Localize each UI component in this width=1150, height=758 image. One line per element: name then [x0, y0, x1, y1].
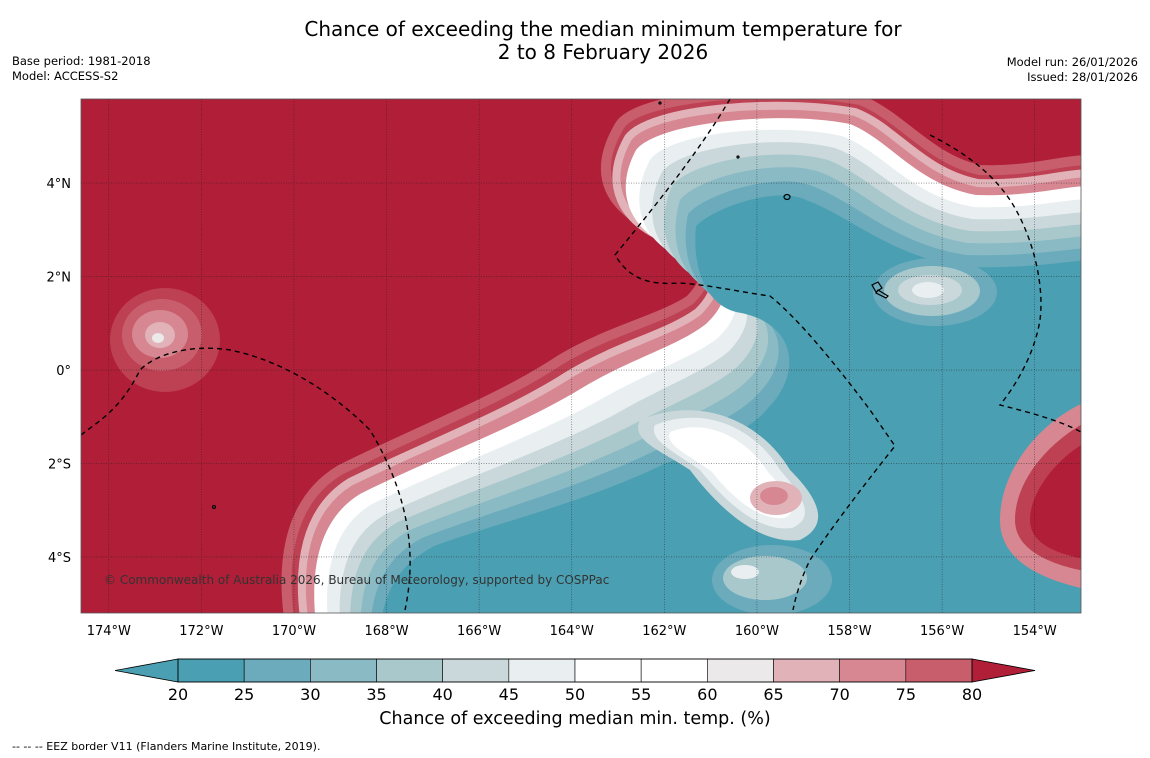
longitude-label: 162°W: [642, 624, 686, 639]
eez-footnote: -- -- -- EEZ border V11 (Flanders Marine…: [12, 740, 321, 753]
colorbar-tick-label: 75: [896, 685, 916, 704]
longitude-label: 158°W: [827, 624, 871, 639]
colorbar-segment: [905, 658, 973, 683]
copyright-text: © Commonwealth of Australia 2026, Bureau…: [104, 573, 609, 587]
latitude-label: 0°: [56, 364, 71, 379]
colorbar-segment: [442, 658, 510, 683]
eez-borders: [81, 99, 1081, 611]
colorbar-tick-label: 45: [499, 685, 519, 704]
gridlines: [81, 99, 1081, 613]
western-pink-blob: [110, 288, 220, 392]
colorbar-tick-label: 60: [697, 685, 717, 704]
northeast-red: [910, 99, 1081, 152]
colorbar-tick-label: 55: [631, 685, 651, 704]
colorbar-tick-label: 20: [168, 685, 188, 704]
longitude-label: 164°W: [550, 624, 594, 639]
longitude-label: 170°W: [272, 624, 316, 639]
colorbar-extend-low: [114, 658, 179, 683]
warm-tongue-region: [638, 410, 819, 541]
latitude-label: 2°N: [47, 271, 72, 286]
title-line-1: Chance of exceeding the median minimum t…: [304, 17, 902, 41]
longitude-label: 166°W: [457, 624, 501, 639]
longitude-label: 168°W: [364, 624, 408, 639]
issued-text: Issued: 28/01/2026: [1027, 70, 1138, 84]
longitude-label: 160°W: [735, 624, 779, 639]
model-text: Model: ACCESS-S2: [12, 69, 119, 83]
islands: [211, 101, 889, 510]
colorbar-tick-label: 70: [829, 685, 849, 704]
colorbar-tick-label: 40: [432, 685, 452, 704]
latitude-labels: 4°N 2°N 0° 2°S 4°S: [47, 177, 72, 566]
colorbar-label: Chance of exceeding median min. temp. (%…: [379, 709, 771, 729]
meta-right: Model run: 26/01/2026 Issued: 28/01/2026: [1007, 55, 1138, 85]
southeast-red: [1000, 404, 1081, 589]
colorbar: 20 25 30 35 40 45 50 55 60 65 70 75 80: [114, 658, 1036, 704]
model-run-text: Model run: 26/01/2026: [1006, 55, 1138, 69]
colorbar-segment: [707, 658, 774, 683]
colorbar-segment: [243, 658, 311, 683]
base-period-text: Base period: 1981-2018: [12, 54, 151, 68]
longitude-label: 174°W: [87, 624, 131, 639]
latitude-label: 4°S: [48, 551, 71, 566]
colorbar-segment: [839, 658, 907, 683]
colorbar-segment: [773, 658, 840, 683]
southern-patch: [712, 545, 832, 613]
colorbar-tick-label: 25: [234, 685, 254, 704]
longitude-labels: 174°W 172°W 170°W 168°W 166°W 164°W 162°W 160°W…: [87, 624, 1057, 639]
colorbar-segment: [574, 658, 642, 683]
colorbar-segment: [177, 658, 245, 683]
colorbar-extend-high: [971, 658, 1036, 683]
probability-field: [81, 99, 1081, 613]
colorbar-tick-label: 30: [300, 685, 320, 704]
colorbar-segment: [310, 658, 377, 683]
colorbar-tick-label: 65: [763, 685, 783, 704]
longitude-label: 154°W: [1013, 624, 1057, 639]
colorbar-tick-label: 35: [366, 685, 386, 704]
map-title: Chance of exceeding the median minimum t…: [0, 18, 1150, 64]
longitude-label: 172°W: [179, 624, 223, 639]
kiritimati-anomaly: [873, 258, 997, 326]
colorbar-tick-label: 50: [565, 685, 585, 704]
meta-left: Base period: 1981-2018 Model: ACCESS-S2: [12, 54, 151, 84]
latitude-label: 4°N: [47, 177, 72, 192]
colorbar-segment: [508, 658, 576, 683]
colorbar-segment: [640, 658, 708, 683]
latitude-label: 2°S: [48, 457, 71, 472]
colorbar-segment: [376, 658, 443, 683]
map-frame: [80, 98, 1082, 614]
colorbar-tick-label: 80: [962, 685, 982, 704]
title-line-2: 2 to 8 February 2026: [497, 40, 709, 64]
longitude-label: 156°W: [920, 624, 964, 639]
colorbar-frame: [177, 658, 973, 683]
